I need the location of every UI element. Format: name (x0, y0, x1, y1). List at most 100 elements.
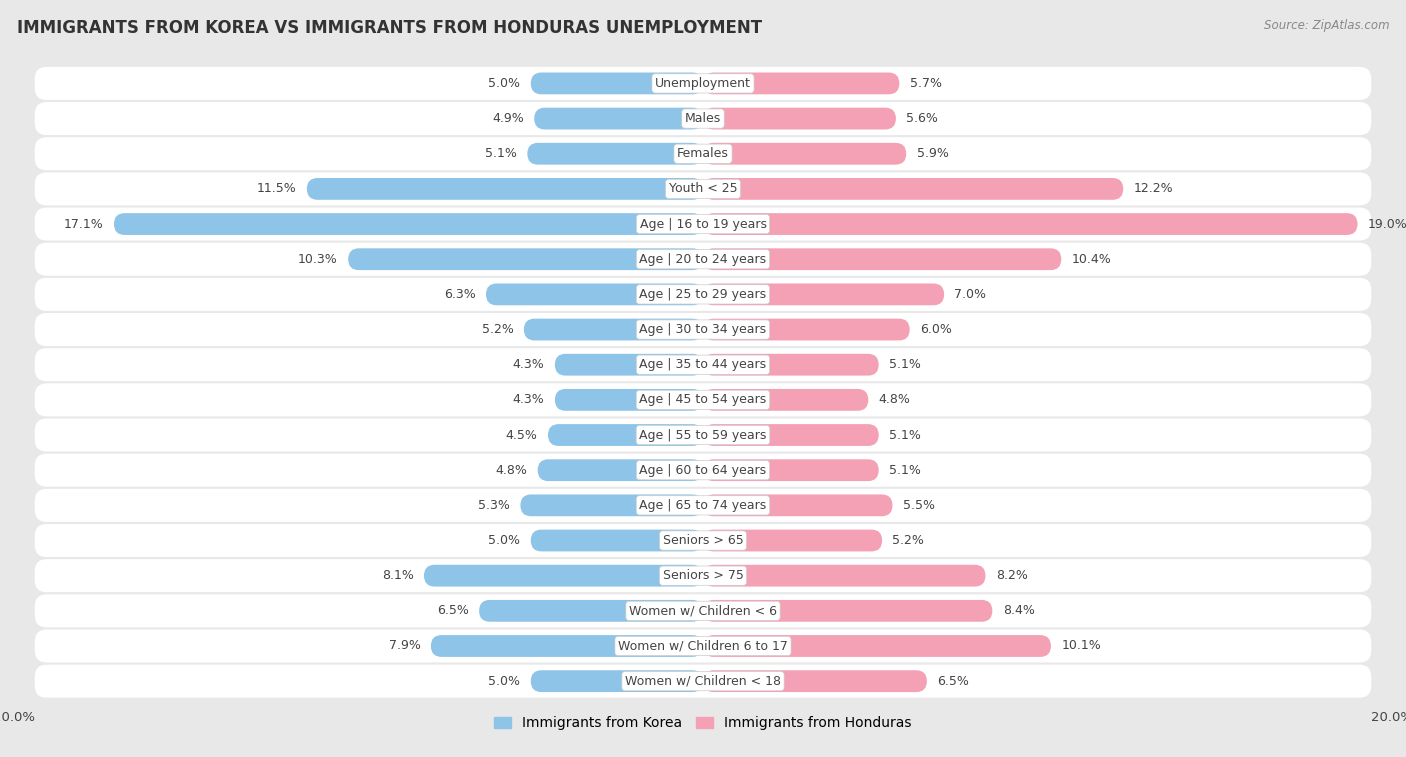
Text: Age | 35 to 44 years: Age | 35 to 44 years (640, 358, 766, 371)
Text: 7.0%: 7.0% (955, 288, 987, 301)
FancyBboxPatch shape (703, 354, 879, 375)
FancyBboxPatch shape (703, 73, 900, 95)
Text: Seniors > 65: Seniors > 65 (662, 534, 744, 547)
Text: 12.2%: 12.2% (1133, 182, 1173, 195)
FancyBboxPatch shape (349, 248, 703, 270)
Text: 4.3%: 4.3% (513, 394, 544, 407)
Text: 5.7%: 5.7% (910, 77, 942, 90)
FancyBboxPatch shape (35, 524, 1371, 557)
FancyBboxPatch shape (35, 489, 1371, 522)
Text: 5.5%: 5.5% (903, 499, 935, 512)
Text: Age | 65 to 74 years: Age | 65 to 74 years (640, 499, 766, 512)
FancyBboxPatch shape (35, 630, 1371, 662)
FancyBboxPatch shape (703, 670, 927, 692)
FancyBboxPatch shape (35, 559, 1371, 592)
Text: Unemployment: Unemployment (655, 77, 751, 90)
FancyBboxPatch shape (479, 600, 703, 621)
Text: 6.3%: 6.3% (444, 288, 475, 301)
Text: 19.0%: 19.0% (1368, 217, 1406, 231)
FancyBboxPatch shape (425, 565, 703, 587)
Text: Age | 20 to 24 years: Age | 20 to 24 years (640, 253, 766, 266)
FancyBboxPatch shape (35, 102, 1371, 135)
Text: 6.5%: 6.5% (938, 674, 969, 687)
Text: 8.2%: 8.2% (995, 569, 1028, 582)
Text: Women w/ Children < 6: Women w/ Children < 6 (628, 604, 778, 617)
Legend: Immigrants from Korea, Immigrants from Honduras: Immigrants from Korea, Immigrants from H… (489, 711, 917, 736)
FancyBboxPatch shape (531, 73, 703, 95)
FancyBboxPatch shape (114, 213, 703, 235)
FancyBboxPatch shape (35, 207, 1371, 241)
Text: 8.4%: 8.4% (1002, 604, 1035, 617)
FancyBboxPatch shape (35, 419, 1371, 452)
FancyBboxPatch shape (703, 107, 896, 129)
FancyBboxPatch shape (703, 494, 893, 516)
FancyBboxPatch shape (531, 530, 703, 551)
Text: 4.9%: 4.9% (492, 112, 524, 125)
FancyBboxPatch shape (430, 635, 703, 657)
Text: 5.1%: 5.1% (889, 358, 921, 371)
Text: Age | 55 to 59 years: Age | 55 to 59 years (640, 428, 766, 441)
FancyBboxPatch shape (703, 565, 986, 587)
Text: 5.6%: 5.6% (907, 112, 938, 125)
FancyBboxPatch shape (35, 383, 1371, 416)
Text: 8.1%: 8.1% (382, 569, 413, 582)
FancyBboxPatch shape (35, 594, 1371, 628)
Text: 10.1%: 10.1% (1062, 640, 1101, 653)
FancyBboxPatch shape (703, 283, 945, 305)
Text: Females: Females (678, 148, 728, 160)
Text: 6.0%: 6.0% (920, 323, 952, 336)
Text: 10.3%: 10.3% (298, 253, 337, 266)
Text: 5.2%: 5.2% (482, 323, 513, 336)
FancyBboxPatch shape (703, 143, 907, 164)
Text: Women w/ Children < 18: Women w/ Children < 18 (626, 674, 780, 687)
FancyBboxPatch shape (548, 424, 703, 446)
Text: Age | 60 to 64 years: Age | 60 to 64 years (640, 464, 766, 477)
Text: 5.0%: 5.0% (488, 77, 520, 90)
Text: Age | 16 to 19 years: Age | 16 to 19 years (640, 217, 766, 231)
FancyBboxPatch shape (531, 670, 703, 692)
FancyBboxPatch shape (534, 107, 703, 129)
FancyBboxPatch shape (35, 665, 1371, 698)
FancyBboxPatch shape (703, 459, 879, 481)
Text: Age | 30 to 34 years: Age | 30 to 34 years (640, 323, 766, 336)
FancyBboxPatch shape (703, 213, 1358, 235)
Text: 5.1%: 5.1% (485, 148, 517, 160)
FancyBboxPatch shape (35, 67, 1371, 100)
Text: Seniors > 75: Seniors > 75 (662, 569, 744, 582)
FancyBboxPatch shape (35, 348, 1371, 382)
FancyBboxPatch shape (555, 389, 703, 411)
FancyBboxPatch shape (527, 143, 703, 164)
Text: 6.5%: 6.5% (437, 604, 468, 617)
Text: IMMIGRANTS FROM KOREA VS IMMIGRANTS FROM HONDURAS UNEMPLOYMENT: IMMIGRANTS FROM KOREA VS IMMIGRANTS FROM… (17, 19, 762, 37)
Text: 5.3%: 5.3% (478, 499, 510, 512)
FancyBboxPatch shape (35, 243, 1371, 276)
Text: Women w/ Children 6 to 17: Women w/ Children 6 to 17 (619, 640, 787, 653)
Text: 5.0%: 5.0% (488, 674, 520, 687)
Text: 17.1%: 17.1% (63, 217, 104, 231)
FancyBboxPatch shape (35, 173, 1371, 205)
Text: 4.8%: 4.8% (879, 394, 911, 407)
FancyBboxPatch shape (703, 635, 1050, 657)
Text: 5.9%: 5.9% (917, 148, 949, 160)
Text: 5.1%: 5.1% (889, 464, 921, 477)
Text: 5.0%: 5.0% (488, 534, 520, 547)
FancyBboxPatch shape (35, 453, 1371, 487)
Text: 4.3%: 4.3% (513, 358, 544, 371)
Text: 4.8%: 4.8% (495, 464, 527, 477)
Text: 5.1%: 5.1% (889, 428, 921, 441)
Text: Males: Males (685, 112, 721, 125)
FancyBboxPatch shape (35, 137, 1371, 170)
FancyBboxPatch shape (524, 319, 703, 341)
FancyBboxPatch shape (703, 248, 1062, 270)
FancyBboxPatch shape (35, 313, 1371, 346)
FancyBboxPatch shape (307, 178, 703, 200)
Text: Youth < 25: Youth < 25 (669, 182, 737, 195)
FancyBboxPatch shape (703, 319, 910, 341)
Text: 7.9%: 7.9% (388, 640, 420, 653)
FancyBboxPatch shape (703, 600, 993, 621)
Text: Source: ZipAtlas.com: Source: ZipAtlas.com (1264, 19, 1389, 32)
FancyBboxPatch shape (703, 424, 879, 446)
Text: 10.4%: 10.4% (1071, 253, 1111, 266)
FancyBboxPatch shape (35, 278, 1371, 311)
Text: Age | 45 to 54 years: Age | 45 to 54 years (640, 394, 766, 407)
